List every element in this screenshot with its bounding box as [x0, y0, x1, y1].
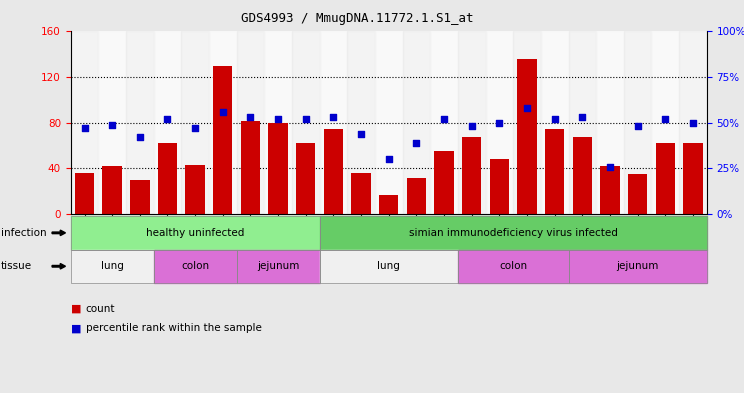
Text: jejunum: jejunum: [617, 261, 659, 271]
Bar: [296, 143, 315, 214]
Bar: [103, 166, 122, 214]
Point: [632, 123, 644, 130]
Text: count: count: [86, 303, 115, 314]
Text: infection: infection: [1, 228, 46, 238]
Text: ■: ■: [71, 323, 81, 333]
Bar: [407, 178, 426, 214]
Bar: [292, 31, 320, 214]
Bar: [158, 143, 177, 214]
Bar: [434, 151, 454, 214]
Bar: [628, 174, 647, 214]
Text: healthy uninfected: healthy uninfected: [146, 228, 244, 238]
Point: [327, 114, 339, 121]
Text: jejunum: jejunum: [257, 261, 299, 271]
Bar: [541, 31, 568, 214]
Text: colon: colon: [499, 261, 527, 271]
Text: simian immunodeficiency virus infected: simian immunodeficiency virus infected: [408, 228, 618, 238]
Bar: [264, 31, 292, 214]
Bar: [130, 180, 150, 214]
Text: percentile rank within the sample: percentile rank within the sample: [86, 323, 261, 333]
Text: lung: lung: [377, 261, 400, 271]
Point: [161, 116, 173, 122]
Text: ■: ■: [71, 303, 81, 314]
Point: [189, 125, 201, 131]
Bar: [320, 31, 347, 214]
Point: [134, 134, 146, 141]
Point: [493, 119, 505, 126]
Bar: [379, 195, 399, 214]
Bar: [486, 31, 513, 214]
Point: [245, 114, 257, 121]
Point: [382, 156, 394, 163]
Point: [355, 130, 367, 137]
Point: [521, 105, 533, 111]
Bar: [573, 136, 592, 214]
Bar: [324, 129, 343, 214]
Bar: [403, 31, 430, 214]
Point: [272, 116, 284, 122]
Bar: [652, 31, 679, 214]
Bar: [375, 31, 403, 214]
Bar: [517, 59, 536, 214]
Bar: [430, 31, 458, 214]
Bar: [98, 31, 126, 214]
Bar: [71, 31, 98, 214]
Point: [438, 116, 450, 122]
Bar: [213, 66, 232, 214]
Bar: [75, 173, 94, 214]
Bar: [154, 31, 182, 214]
Bar: [513, 31, 541, 214]
Bar: [596, 31, 623, 214]
Bar: [347, 31, 375, 214]
Bar: [568, 31, 596, 214]
Text: lung: lung: [100, 261, 124, 271]
Bar: [269, 123, 288, 214]
Bar: [237, 31, 264, 214]
Point: [687, 119, 699, 126]
Bar: [490, 160, 509, 214]
Bar: [209, 31, 237, 214]
Point: [79, 125, 91, 131]
Point: [549, 116, 561, 122]
Bar: [683, 143, 702, 214]
Bar: [600, 166, 620, 214]
Bar: [182, 31, 209, 214]
Bar: [679, 31, 707, 214]
Bar: [623, 31, 652, 214]
Point: [466, 123, 478, 130]
Bar: [351, 173, 371, 214]
Text: GDS4993 / MmugDNA.11772.1.S1_at: GDS4993 / MmugDNA.11772.1.S1_at: [241, 12, 473, 25]
Point: [217, 109, 228, 115]
Bar: [462, 136, 481, 214]
Point: [106, 121, 118, 128]
Point: [604, 163, 616, 170]
Bar: [655, 143, 675, 214]
Bar: [458, 31, 486, 214]
Bar: [545, 129, 565, 214]
Bar: [126, 31, 154, 214]
Bar: [185, 165, 205, 214]
Point: [577, 114, 589, 121]
Point: [300, 116, 312, 122]
Bar: [241, 121, 260, 214]
Text: tissue: tissue: [1, 261, 32, 271]
Point: [659, 116, 671, 122]
Text: colon: colon: [181, 261, 209, 271]
Point: [411, 140, 423, 146]
